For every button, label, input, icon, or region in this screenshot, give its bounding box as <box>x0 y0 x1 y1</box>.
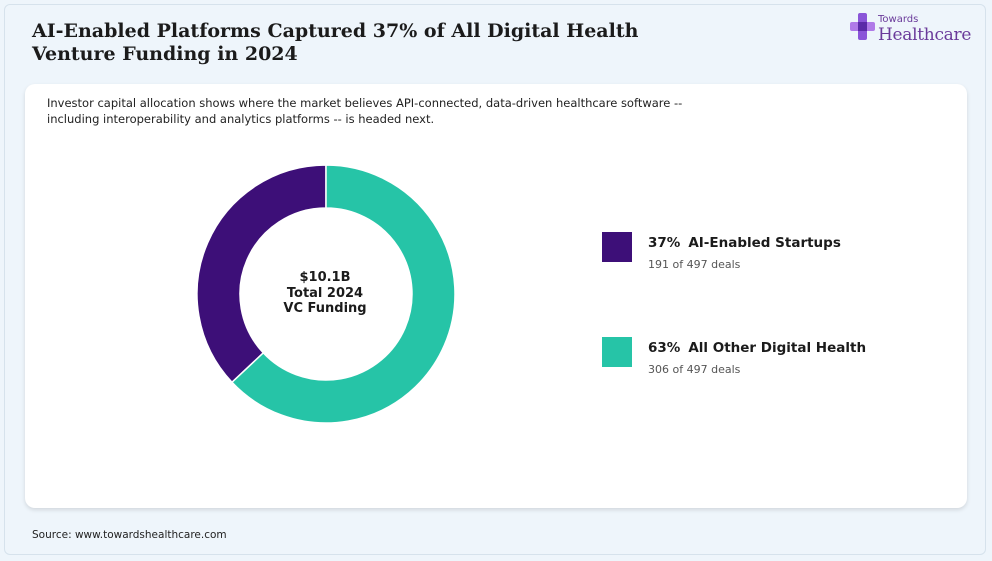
logo-big-text: Healthcare <box>878 25 972 45</box>
legend-deals: 306 of 497 deals <box>648 363 741 376</box>
logo-small-text: Towards <box>878 14 919 25</box>
donut-chart <box>196 164 456 424</box>
medical-cross-icon <box>850 13 875 40</box>
source-note: Source: www.towardshealthcare.com <box>32 529 227 541</box>
donut-center-label: $10.1B Total 2024 VC Funding <box>283 270 367 316</box>
legend-percent: 63% <box>648 340 681 356</box>
legend-label: 37% AI-Enabled Startups <box>648 235 841 251</box>
legend-series-name: AI-Enabled Startups <box>688 235 841 251</box>
brand-logo: Towards Healthcare <box>850 12 971 48</box>
chart-card: Investor capital allocation shows where … <box>25 84 967 508</box>
donut-slice-all-other-digital-health <box>230 164 456 424</box>
chart-subtitle: Investor capital allocation shows where … <box>47 96 683 126</box>
legend-series-name: All Other Digital Health <box>688 340 867 356</box>
chart-title: AI-Enabled Platforms Captured 37% of All… <box>32 20 639 65</box>
legend-swatch <box>602 337 632 367</box>
legend-percent: 37% <box>648 235 681 251</box>
legend-swatch <box>602 232 632 262</box>
legend-label: 63% All Other Digital Health <box>648 340 866 356</box>
legend-deals: 191 of 497 deals <box>648 258 741 271</box>
chart-frame <box>4 4 986 555</box>
donut-slice-ai-enabled-startups <box>196 164 327 384</box>
